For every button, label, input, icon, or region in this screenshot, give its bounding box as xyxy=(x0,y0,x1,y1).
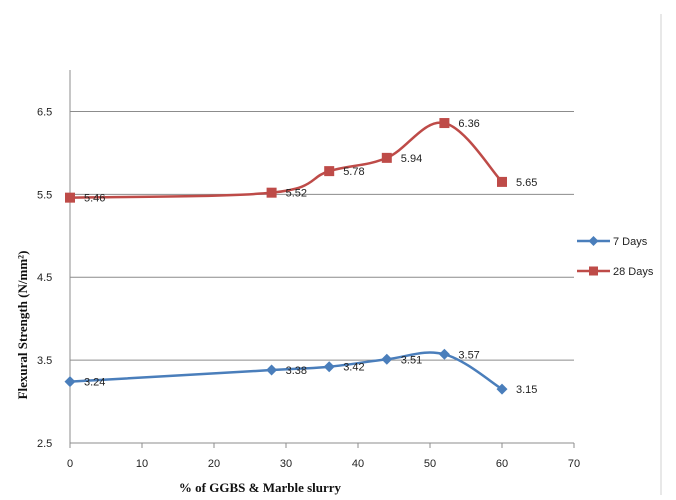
data-point-28-days xyxy=(324,166,335,177)
data-point-7-days xyxy=(496,383,508,395)
y-tick-label: 5.5 xyxy=(37,189,52,201)
x-tick-label: 60 xyxy=(496,458,508,470)
data-label-7-days: 3.38 xyxy=(286,365,307,377)
x-tick-label: 20 xyxy=(208,458,220,470)
data-label-28-days: 5.94 xyxy=(401,153,422,165)
data-label-7-days: 3.15 xyxy=(516,384,537,396)
data-point-7-days xyxy=(323,361,335,373)
x-tick-label: 70 xyxy=(568,458,580,470)
y-tick-label: 2.5 xyxy=(37,438,52,450)
data-point-28-days xyxy=(439,118,450,129)
x-tick-label: 40 xyxy=(352,458,364,470)
legend-label-28-days: 28 Days xyxy=(613,266,654,278)
data-point-28-days xyxy=(381,152,392,163)
data-point-7-days xyxy=(381,353,393,365)
data-point-28-days xyxy=(266,187,277,198)
data-label-28-days: 5.52 xyxy=(286,188,307,200)
data-label-28-days: 5.65 xyxy=(516,177,537,189)
data-point-28-days xyxy=(497,176,507,187)
legend-label-7-days: 7 Days xyxy=(613,236,648,248)
data-label-7-days: 3.24 xyxy=(84,377,105,389)
data-label-7-days: 3.57 xyxy=(458,349,479,361)
data-label-7-days: 3.51 xyxy=(401,354,422,366)
data-point-7-days xyxy=(64,376,76,388)
legend-marker-7-days xyxy=(588,236,599,246)
data-point-7-days xyxy=(266,364,278,376)
y-axis-title: Flexural Strength (N/mm²) xyxy=(15,251,30,400)
data-label-28-days: 6.36 xyxy=(458,118,479,130)
x-tick-label: 10 xyxy=(136,458,148,470)
y-tick-label: 6.5 xyxy=(37,106,52,118)
x-tick-label: 30 xyxy=(280,458,292,470)
data-point-28-days xyxy=(65,192,75,203)
data-label-28-days: 5.78 xyxy=(343,166,364,178)
x-axis-title: % of GGBS & Marble slurry xyxy=(179,480,342,495)
legend-marker-28-days xyxy=(589,266,598,276)
x-tick-label: 50 xyxy=(424,458,436,470)
y-tick-label: 3.5 xyxy=(37,355,52,367)
x-tick-label: 0 xyxy=(67,458,73,470)
data-point-7-days xyxy=(438,348,450,360)
y-tick-label: 4.5 xyxy=(37,272,52,284)
data-label-28-days: 5.46 xyxy=(84,193,105,205)
data-label-7-days: 3.42 xyxy=(343,362,364,374)
